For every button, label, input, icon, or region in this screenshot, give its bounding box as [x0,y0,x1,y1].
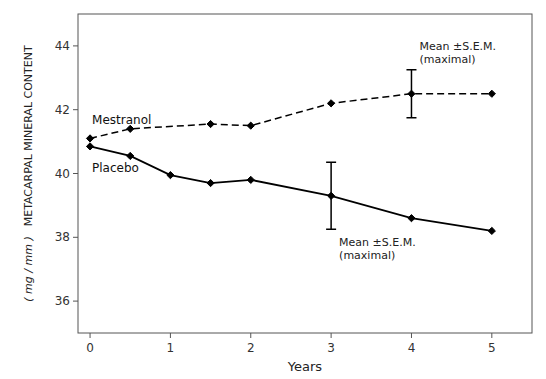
plot-area [86,70,495,235]
y-axis-label: ( mg / mm ) [22,236,35,301]
point-marker [328,100,335,107]
y-tick [73,45,78,46]
x-tick-label: 2 [247,341,255,355]
y-tick-label: 44 [55,39,70,53]
x-tick-label: 1 [167,341,175,355]
point-marker [207,120,214,127]
point-marker [408,215,415,222]
point-marker [488,90,495,97]
x-tick [90,333,91,338]
annotations: Mean ±S.E.M.(maximal)MestranolMean ±S.E.… [92,40,496,263]
series-line [90,94,492,139]
point-marker [86,135,93,142]
error-annotation: (maximal) [339,249,395,262]
y-tick-label: 42 [55,103,70,117]
x-tick-label: 4 [408,341,416,355]
series-label: Mestranol [92,113,151,127]
point-marker [247,122,254,129]
y-tick [73,109,78,110]
x-tick-label: 3 [327,341,335,355]
y-tick [73,301,78,302]
error-annotation: Mean ±S.E.M. [419,40,496,53]
x-axis-label: Years [287,359,323,374]
series-label: Placebo [92,161,139,175]
point-marker [207,179,214,186]
point-marker [167,171,174,178]
series-line [90,146,492,231]
y-tick-label: 40 [55,167,70,181]
error-bar [326,162,336,229]
x-tick [411,333,412,338]
error-bar [406,70,416,118]
x-tick [250,333,251,338]
y-axis-label: METACARPAL MINERAL CONTENT [22,45,35,226]
y-tick-label: 38 [55,230,70,244]
y-tick [73,237,78,238]
point-marker [86,143,93,150]
x-tick-label: 5 [488,341,496,355]
x-tick [491,333,492,338]
chart: 0 1 2 3 4 5 36 38 40 42 44 Years METACARPAL MINERAL … [0,0,546,379]
y-tick [73,173,78,174]
x-tick-label: 0 [86,341,94,355]
point-marker [127,152,134,159]
y-tick-label: 36 [55,294,70,308]
error-annotation: Mean ±S.E.M. [339,236,416,249]
x-tick [331,333,332,338]
plot-frame [78,14,532,333]
x-tick [170,333,171,338]
point-marker [247,176,254,183]
error-annotation: (maximal) [419,53,475,66]
point-marker [488,227,495,234]
